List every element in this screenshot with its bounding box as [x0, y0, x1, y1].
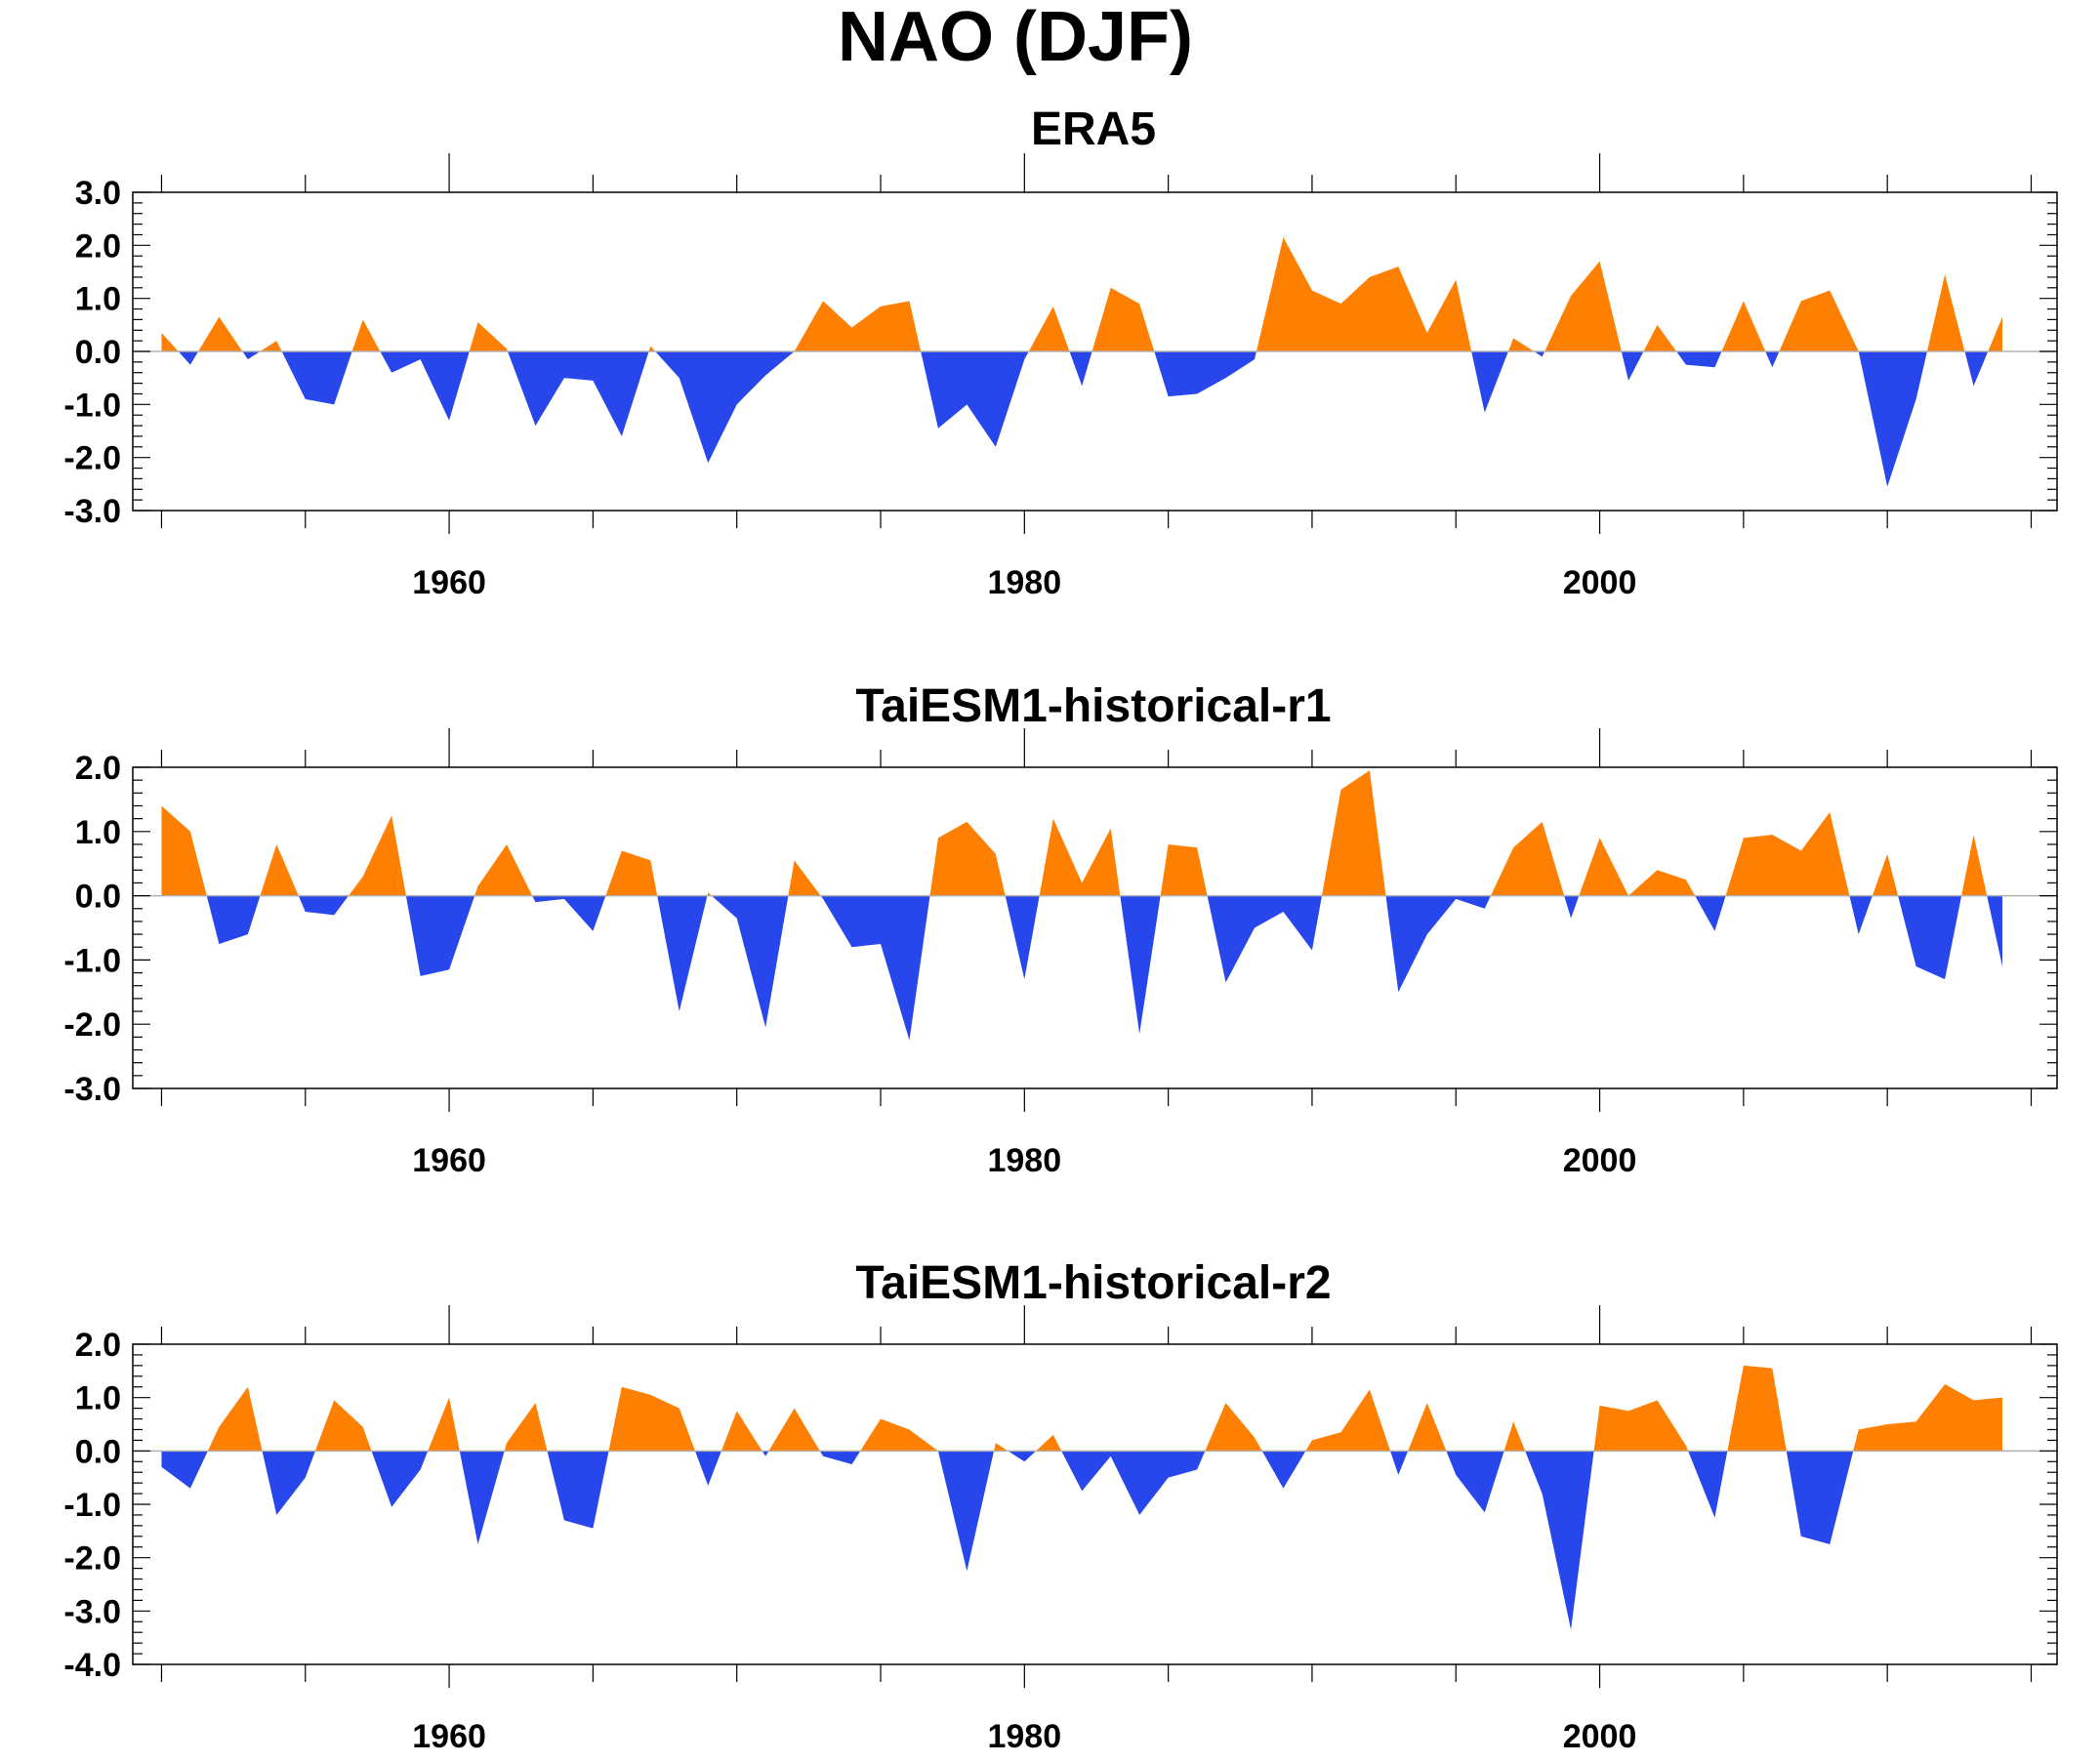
panel-taiesm1-r2: TaiESM1-historical-r2 2.0 1.0 0.0 -1.0 -2.0 -…: [63, 1257, 2058, 1755]
x-tick-label: 1960: [412, 564, 486, 601]
x-tick-label: 2000: [1563, 564, 1637, 601]
x-tick-label: 2000: [1563, 1142, 1637, 1179]
y-tick-label: 0.0: [75, 879, 121, 916]
y-tick-label: 2.0: [75, 1327, 121, 1364]
positive-area: [161, 237, 2003, 351]
figure-title: NAO (DJF): [838, 0, 1193, 76]
y-tick-label: 1.0: [75, 281, 121, 318]
y-tick-label: -1.0: [63, 1487, 121, 1524]
y-tick-label: -1.0: [63, 387, 121, 424]
y-tick-label: -2.0: [63, 1006, 121, 1044]
y-tick-label: -3.0: [63, 493, 121, 530]
panel-era5: ERA5 3.0 2.0 1.0 0.0 -1.0 -2.0 -3.0 1960 1980 200…: [63, 103, 2058, 601]
x-tick-label: 2000: [1563, 1718, 1637, 1755]
y-tick-label: -3.0: [63, 1593, 121, 1630]
y-tick-label: -1.0: [63, 942, 121, 979]
panel-taiesm1-r1: TaiESM1-historical-r1 2.0 1.0 0.0 -1.0 -2.0 -…: [63, 680, 2058, 1179]
x-tick-label: 1980: [987, 1142, 1061, 1179]
negative-area: [161, 1451, 1854, 1630]
y-tick-label: 1.0: [75, 814, 121, 851]
y-tick-label: 1.0: [75, 1380, 121, 1417]
positive-area: [207, 1365, 2003, 1452]
negative-area: [206, 895, 2003, 1041]
panel-title: TaiESM1-historical-r2: [855, 1257, 1331, 1309]
y-tick-label: -3.0: [63, 1071, 121, 1108]
y-tick-label: 0.0: [75, 334, 121, 371]
y-tick-label: 3.0: [75, 175, 121, 212]
plot-frame: [132, 766, 2058, 1089]
panel-title: ERA5: [1031, 103, 1156, 155]
x-tick-label: 1960: [412, 1718, 486, 1755]
x-tick-label: 1960: [412, 1142, 486, 1179]
y-tick-label: -2.0: [63, 1540, 121, 1578]
y-tick-label: 0.0: [75, 1433, 121, 1470]
x-tick-label: 1980: [987, 1718, 1061, 1755]
negative-area: [178, 351, 1989, 487]
y-tick-label: 2.0: [75, 227, 121, 265]
y-tick-label: -4.0: [63, 1647, 121, 1684]
panel-title: TaiESM1-historical-r1: [855, 680, 1331, 732]
y-tick-label: -2.0: [63, 440, 121, 477]
x-tick-label: 1980: [987, 564, 1061, 601]
positive-area: [161, 770, 1988, 896]
y-tick-label: 2.0: [75, 750, 121, 787]
